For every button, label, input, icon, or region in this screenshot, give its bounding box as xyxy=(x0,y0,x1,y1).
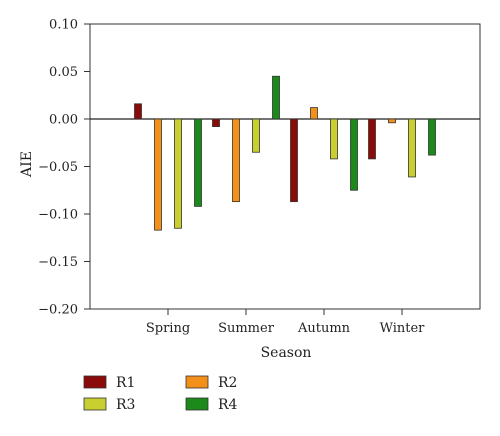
x-axis-title: Season xyxy=(261,345,312,361)
legend-swatch-r2 xyxy=(185,375,209,389)
bar-r4-autumn xyxy=(350,118,358,191)
bar-r3-summer xyxy=(252,118,260,153)
y-axis-title: AIE xyxy=(19,151,35,178)
legend-swatch-r3 xyxy=(83,397,107,411)
y-tick-label: −0.15 xyxy=(38,255,78,270)
bar-r1-spring xyxy=(134,103,142,120)
bar-r3-autumn xyxy=(330,118,338,160)
bar-r3-winter xyxy=(408,118,416,178)
bar-r2-autumn xyxy=(310,107,318,120)
bar-r1-autumn xyxy=(290,118,298,203)
legend-label-r1: R1 xyxy=(116,375,135,391)
plot-frame xyxy=(89,23,481,310)
x-tick-label: Summer xyxy=(218,321,275,336)
legend-swatch-r4 xyxy=(185,397,209,411)
legend-swatch-r1 xyxy=(83,375,107,389)
bar-r2-spring xyxy=(154,118,162,231)
bar-r4-winter xyxy=(428,118,436,156)
bar-r3-spring xyxy=(174,118,182,229)
legend-label-r4: R4 xyxy=(218,397,238,413)
plot-area xyxy=(89,23,481,310)
y-tick-label: 0.05 xyxy=(49,65,78,80)
bars xyxy=(134,75,436,231)
legend: R1 R2 R3 R4 xyxy=(83,375,238,413)
y-tick-label: 0.10 xyxy=(49,18,78,33)
y-tick-label: 0.00 xyxy=(49,113,78,128)
bar-r2-summer xyxy=(232,118,240,203)
y-tick-label: −0.10 xyxy=(38,208,78,223)
bar-r2-winter xyxy=(388,118,396,124)
x-axis: Spring Summer Autumn Winter xyxy=(146,309,425,336)
y-tick-label: −0.05 xyxy=(38,160,78,175)
legend-label-r3: R3 xyxy=(116,397,135,413)
y-tick-label: −0.20 xyxy=(38,303,78,318)
x-tick-label: Winter xyxy=(380,321,426,336)
bar-r4-summer xyxy=(272,75,280,120)
bar-r1-summer xyxy=(212,118,220,127)
bar-r1-winter xyxy=(368,118,376,160)
bar-r4-spring xyxy=(194,118,202,207)
x-tick-label: Autumn xyxy=(297,321,351,336)
x-tick-label: Spring xyxy=(146,321,190,336)
y-axis: 0.10 0.05 0.00 −0.05 −0.10 −0.15 −0.20 xyxy=(38,18,90,318)
legend-label-r2: R2 xyxy=(218,375,237,391)
